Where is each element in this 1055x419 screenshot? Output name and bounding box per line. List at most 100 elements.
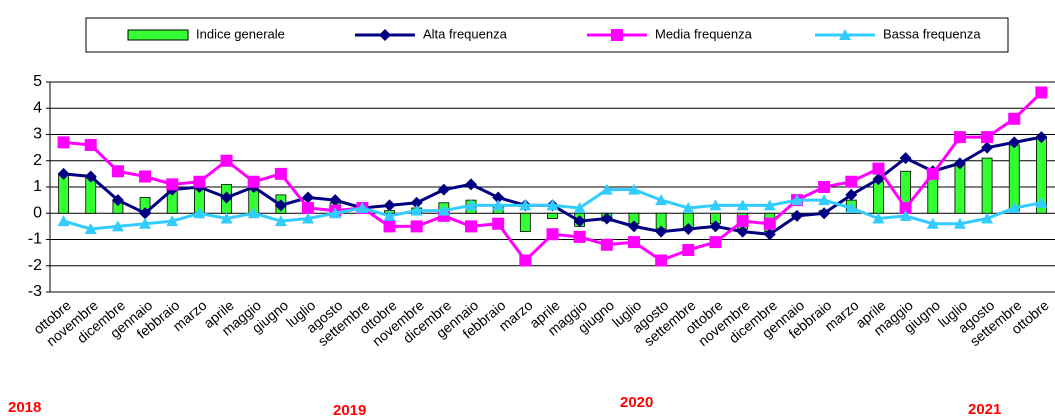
point [465,178,478,191]
point [302,202,315,214]
point [1008,112,1021,125]
point [410,220,423,233]
point [845,202,858,213]
point [111,165,124,178]
point [926,167,939,180]
point [111,194,124,207]
point [84,170,97,183]
point [845,188,858,201]
year-label: 2021 [968,401,1001,418]
line [63,135,1042,236]
point [709,199,722,211]
point [1035,86,1048,99]
point [220,191,233,204]
point [84,223,97,234]
legend-label: Alta frequenza [423,26,508,41]
point [845,175,858,188]
point [763,217,776,230]
bar [927,178,939,214]
point [519,199,532,211]
y-tick-label: -1 [28,231,42,248]
point [818,181,831,193]
point [546,228,559,241]
legend-label: Indice generale [196,26,285,41]
point [981,141,994,154]
point [899,152,912,165]
point [600,212,613,225]
point [818,194,831,206]
point [57,136,70,149]
point [818,207,831,220]
bar [519,212,531,233]
point [872,162,885,175]
point [492,199,505,211]
point [839,29,851,40]
point [736,225,749,238]
point [465,220,478,233]
point [682,202,695,213]
point [139,207,152,220]
point [682,244,695,256]
point [220,212,233,224]
point [220,154,233,167]
point [573,202,586,213]
bar [873,181,884,214]
point [383,220,396,233]
point [383,209,396,221]
point [437,183,450,196]
point [709,236,722,249]
point [302,191,315,204]
y-tick-label: 2 [33,152,42,169]
point [57,215,70,227]
point [492,191,505,204]
point [627,236,640,249]
point [736,199,749,211]
point [247,207,260,219]
point [274,167,287,180]
point [139,170,152,183]
y-tick-label: -3 [28,283,42,300]
point [274,199,287,212]
point [139,217,152,229]
point [379,29,391,41]
point [302,212,315,224]
point [111,220,124,232]
year-label: 2020 [620,394,653,411]
point [84,139,97,151]
point [953,131,966,144]
point [329,194,342,207]
point [899,209,912,221]
point [790,209,803,222]
point [872,173,885,186]
point [627,220,640,233]
point [1008,136,1021,149]
year-label: 2019 [333,402,366,419]
point [655,225,668,238]
legend-label: Media frequenza [655,26,753,41]
bar [954,162,966,214]
point [926,217,939,229]
point [519,254,532,267]
point [247,175,260,188]
year-label: 2018 [8,399,41,416]
point [981,131,994,144]
point [193,175,206,188]
point [356,202,369,213]
y-tick-label: 4 [33,99,42,116]
point [1008,202,1021,213]
point [763,199,776,211]
point [899,202,912,214]
point [872,212,885,224]
y-tick-label: 1 [33,178,42,195]
point [492,217,505,230]
point [465,199,478,211]
point [166,215,179,227]
y-tick-label: 0 [33,204,42,221]
bar [981,157,993,214]
point [546,199,559,211]
point [410,196,423,209]
point [166,178,179,191]
point [193,207,206,219]
point [1035,131,1048,144]
